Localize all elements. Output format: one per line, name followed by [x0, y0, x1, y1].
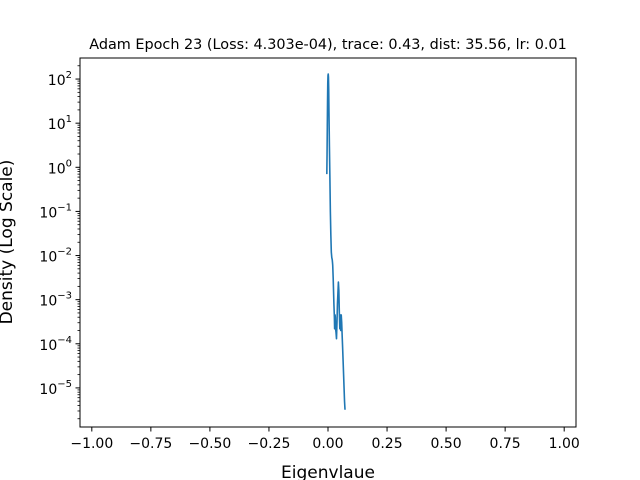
x-axis-label: Eigenvlaue — [281, 463, 375, 480]
x-tick-label: −0.25 — [247, 436, 290, 452]
y-tick-label: 101 — [48, 114, 72, 133]
x-tick-label: 0.00 — [312, 436, 343, 452]
plot-series — [326, 73, 346, 410]
x-tick-label: −0.50 — [188, 436, 231, 452]
series-line — [326, 73, 346, 410]
x-tick-label: 0.75 — [490, 436, 521, 452]
y-tick-label: 10−2 — [39, 247, 72, 266]
x-tick-label: 1.00 — [549, 436, 580, 452]
plot-frame — [79, 57, 577, 428]
y-tick-label: 10−5 — [39, 379, 72, 398]
y-axis-label: Density (Log Scale) — [0, 160, 17, 325]
y-tick-label: 102 — [48, 70, 72, 89]
chart-title: Adam Epoch 23 (Loss: 4.303e-04), trace: … — [89, 37, 567, 53]
x-tick-label: −1.00 — [70, 436, 113, 452]
y-tick-label: 10−3 — [39, 291, 72, 310]
y-tick-label: 10−1 — [39, 202, 72, 221]
x-tick-label: 0.25 — [371, 436, 402, 452]
x-tick-label: 0.50 — [431, 436, 462, 452]
y-axis-ticks: 10−5 10−4 10−3 10−2 10−1 100 101 102 — [39, 65, 80, 420]
x-tick-label: −0.75 — [129, 436, 172, 452]
x-axis-ticks: −1.00 −0.75 −0.50 −0.25 0.00 0.25 0.50 0.75 1.00 — [70, 427, 580, 452]
y-tick-label: 10−4 — [39, 335, 72, 354]
y-tick-label: 100 — [48, 158, 72, 177]
